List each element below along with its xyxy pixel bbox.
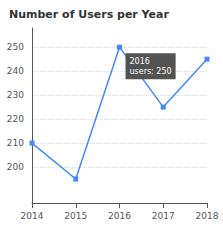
svg-text:users: 250: users: 250 <box>130 67 172 76</box>
svg-text:200: 200 <box>7 162 24 172</box>
svg-text:220: 220 <box>7 114 24 124</box>
svg-text:250: 250 <box>7 42 24 52</box>
svg-text:210: 210 <box>7 138 24 148</box>
svg-text:2016: 2016 <box>108 211 131 221</box>
svg-text:2017: 2017 <box>152 211 175 221</box>
svg-text:2015: 2015 <box>64 211 87 221</box>
svg-text:2018: 2018 <box>196 211 219 221</box>
svg-text:Number of Users per Year: Number of Users per Year <box>9 8 169 21</box>
svg-text:240: 240 <box>7 66 24 76</box>
svg-text:2014: 2014 <box>21 211 44 221</box>
svg-text:230: 230 <box>7 90 24 100</box>
svg-text:2016: 2016 <box>130 57 150 66</box>
